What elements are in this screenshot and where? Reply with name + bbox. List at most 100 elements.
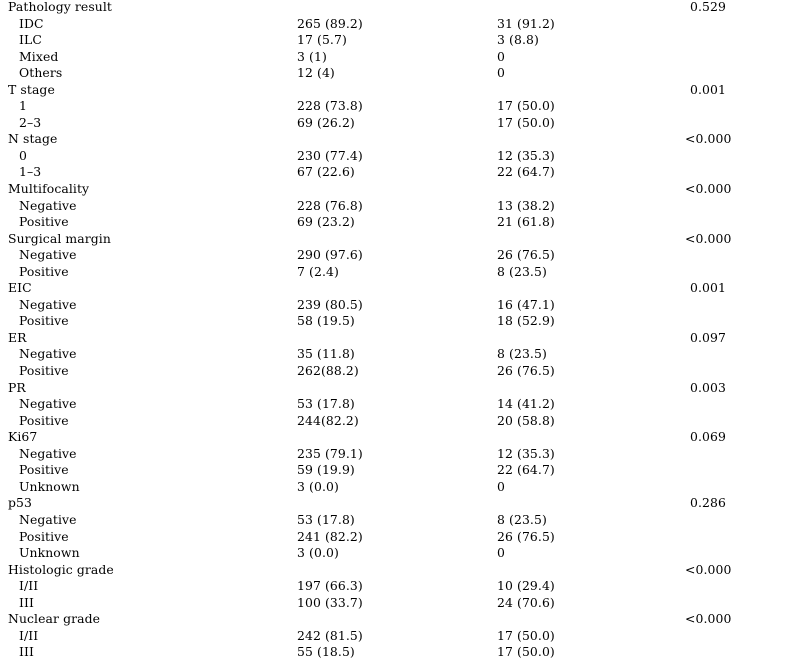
row-pvalue	[690, 65, 796, 82]
row-pvalue	[690, 363, 796, 380]
table-row: Positive 241 (82.2) 26 (76.5)	[0, 529, 796, 546]
row-group2-value	[497, 181, 690, 198]
row-pvalue	[690, 247, 796, 264]
table-row: I/II 242 (81.5) 17 (50.0)	[0, 628, 796, 645]
table-row: ER 0.097	[0, 330, 796, 347]
row-group1-value: 67 (22.6)	[297, 164, 355, 180]
row-pvalue	[690, 49, 796, 66]
row-item-label: 0	[19, 147, 27, 163]
row-item-label: Positive	[19, 528, 69, 544]
row-pvalue	[690, 346, 796, 363]
row-item-label: Positive	[19, 462, 69, 478]
row-group2-value: 8 (23.5)	[497, 346, 547, 362]
row-group1-value	[297, 82, 497, 99]
row-group1-value	[297, 495, 497, 512]
table-row: Positive 69 (23.2) 21 (61.8)	[0, 214, 796, 231]
row-pvalue	[690, 628, 796, 645]
row-group1-value: 3 (1)	[297, 48, 327, 64]
row-category-label: Surgical margin	[8, 230, 111, 246]
table-row: Negative 235 (79.1) 12 (35.3)	[0, 446, 796, 463]
table-row: Multifocality <0.000	[0, 181, 796, 198]
row-group1-value: 244(82.2)	[297, 412, 359, 428]
row-pvalue	[690, 644, 796, 661]
row-group1-value: 53 (17.8)	[297, 511, 355, 527]
row-group1-value: 3 (0.0)	[297, 478, 339, 494]
row-group1-value: 228 (73.8)	[297, 98, 363, 114]
row-group1-value	[297, 380, 497, 397]
row-group2-value	[497, 562, 690, 579]
row-group2-value	[497, 0, 690, 16]
row-group2-value: 17 (50.0)	[497, 98, 555, 114]
row-item-label: 1–3	[19, 164, 42, 180]
row-item-label: Unknown	[19, 478, 80, 494]
table-row: Positive 262(88.2) 26 (76.5)	[0, 363, 796, 380]
row-pvalue: 0.097	[690, 330, 796, 347]
row-pvalue	[690, 313, 796, 330]
row-group2-value: 21 (61.8)	[497, 214, 555, 230]
row-category-label: ER	[8, 329, 27, 345]
table-row: Unknown 3 (0.0) 0	[0, 479, 796, 496]
row-group2-value: 16 (47.1)	[497, 296, 555, 312]
pvalue-text: <0.000	[685, 181, 732, 197]
row-pvalue: 0.001	[690, 82, 796, 99]
table-row: 2–3 69 (26.2) 17 (50.0)	[0, 115, 796, 132]
row-category-label: Multifocality	[8, 181, 90, 197]
row-group1-value: 100 (33.7)	[297, 594, 363, 610]
row-group2-value	[497, 380, 690, 397]
row-group2-value: 24 (70.6)	[497, 594, 555, 610]
table-row: Negative 53 (17.8) 8 (23.5)	[0, 512, 796, 529]
row-pvalue	[690, 396, 796, 413]
row-item-label: Unknown	[19, 545, 80, 561]
row-group1-value: 69 (23.2)	[297, 214, 355, 230]
row-pvalue: <0.000	[685, 231, 796, 248]
pvalue-text: 0.097	[690, 329, 726, 345]
row-item-label: Negative	[19, 396, 77, 412]
row-pvalue: <0.000	[685, 562, 796, 579]
row-pvalue	[690, 214, 796, 231]
row-group2-value: 14 (41.2)	[497, 396, 555, 412]
table-row: Pathology result 0.529	[0, 0, 796, 16]
row-category-label: Ki67	[8, 429, 38, 445]
table-row: Positive 59 (19.9) 22 (64.7)	[0, 462, 796, 479]
table-row: Positive 58 (19.5) 18 (52.9)	[0, 313, 796, 330]
row-pvalue: 0.529	[690, 0, 796, 16]
row-item-label: Others	[19, 65, 63, 81]
table-row: 0 230 (77.4) 12 (35.3)	[0, 148, 796, 165]
table-row: III 100 (33.7) 24 (70.6)	[0, 595, 796, 612]
table-row: Negative 35 (11.8) 8 (23.5)	[0, 346, 796, 363]
row-item-label: III	[19, 644, 34, 660]
row-item-label: Negative	[19, 445, 77, 461]
row-group1-value: 235 (79.1)	[297, 445, 363, 461]
table-row: N stage <0.000	[0, 131, 796, 148]
row-group2-value	[497, 330, 690, 347]
row-group1-value: 59 (19.9)	[297, 462, 355, 478]
row-group1-value	[297, 181, 497, 198]
row-pvalue	[690, 98, 796, 115]
row-category-label: p53	[8, 495, 32, 511]
row-pvalue	[690, 115, 796, 132]
row-pvalue: 0.069	[690, 429, 796, 446]
row-pvalue: <0.000	[685, 131, 796, 148]
row-group2-value: 0	[497, 65, 505, 81]
row-item-label: Negative	[19, 247, 77, 263]
row-group1-value: 242 (81.5)	[297, 627, 363, 643]
row-pvalue	[690, 413, 796, 430]
pvalue-text: <0.000	[685, 131, 732, 147]
row-category-label: PR	[8, 379, 26, 395]
row-group2-value: 12 (35.3)	[497, 445, 555, 461]
row-group1-value	[297, 231, 497, 248]
table-row: T stage 0.001	[0, 82, 796, 99]
row-category-label: T stage	[8, 81, 55, 97]
row-item-label: Positive	[19, 214, 69, 230]
row-pvalue	[690, 164, 796, 181]
row-pvalue	[690, 32, 796, 49]
row-pvalue	[690, 16, 796, 33]
row-group1-value	[297, 280, 497, 297]
row-category-label: Nuclear grade	[8, 611, 101, 627]
row-pvalue	[690, 479, 796, 496]
table-row: Mixed 3 (1) 0	[0, 49, 796, 66]
row-pvalue	[690, 297, 796, 314]
row-group2-value: 22 (64.7)	[497, 164, 555, 180]
table-row: Negative 239 (80.5) 16 (47.1)	[0, 297, 796, 314]
row-pvalue	[690, 578, 796, 595]
